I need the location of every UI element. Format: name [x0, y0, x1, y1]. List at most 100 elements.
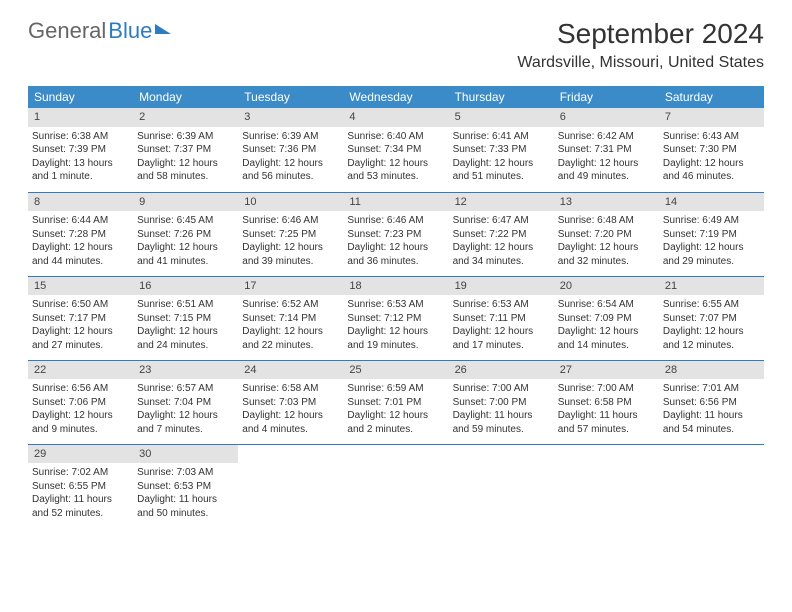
page-title: September 2024: [517, 18, 764, 50]
daylight-text: and 36 minutes.: [347, 255, 444, 269]
calendar-empty-cell: [343, 444, 448, 528]
daylight-text: Daylight: 12 hours: [137, 241, 234, 255]
sunrise-text: Sunrise: 7:00 AM: [558, 382, 655, 396]
sunrise-text: Sunrise: 6:56 AM: [32, 382, 129, 396]
calendar-day-cell: 17Sunrise: 6:52 AMSunset: 7:14 PMDayligh…: [238, 276, 343, 360]
sunset-text: Sunset: 7:30 PM: [663, 143, 760, 157]
calendar-day-cell: 3 Sunrise: 6:39 AMSunset: 7:36 PMDaylight…: [238, 108, 343, 192]
daylight-text: and 44 minutes.: [32, 255, 129, 269]
sunrise-text: Sunrise: 7:03 AM: [137, 466, 234, 480]
day-number: 11: [343, 193, 448, 212]
day-number: 10: [238, 193, 343, 212]
sunset-text: Sunset: 7:39 PM: [32, 143, 129, 157]
sunrise-text: Sunrise: 6:43 AM: [663, 130, 760, 144]
sunrise-text: Sunrise: 6:39 AM: [242, 130, 339, 144]
day-number: 17: [238, 277, 343, 296]
daylight-text: Daylight: 12 hours: [453, 325, 550, 339]
sunset-text: Sunset: 7:04 PM: [137, 396, 234, 410]
sunrise-text: Sunrise: 6:44 AM: [32, 214, 129, 228]
sunset-text: Sunset: 7:25 PM: [242, 228, 339, 242]
sunrise-text: Sunrise: 6:48 AM: [558, 214, 655, 228]
daylight-text: Daylight: 11 hours: [663, 409, 760, 423]
sunrise-text: Sunrise: 6:57 AM: [137, 382, 234, 396]
calendar-empty-cell: [238, 444, 343, 528]
day-number: 28: [659, 361, 764, 380]
sunrise-text: Sunrise: 6:53 AM: [453, 298, 550, 312]
daylight-text: and 46 minutes.: [663, 170, 760, 184]
daylight-text: and 27 minutes.: [32, 339, 129, 353]
calendar-week-row: 22Sunrise: 6:56 AMSunset: 7:06 PMDayligh…: [28, 360, 764, 444]
daylight-text: Daylight: 12 hours: [137, 409, 234, 423]
daylight-text: Daylight: 12 hours: [558, 325, 655, 339]
sunrise-text: Sunrise: 6:58 AM: [242, 382, 339, 396]
weekday-header: Tuesday: [238, 86, 343, 108]
calendar-day-cell: 30Sunrise: 7:03 AMSunset: 6:53 PMDayligh…: [133, 444, 238, 528]
daylight-text: Daylight: 12 hours: [663, 157, 760, 171]
sunset-text: Sunset: 7:34 PM: [347, 143, 444, 157]
daylight-text: and 50 minutes.: [137, 507, 234, 521]
daylight-text: Daylight: 12 hours: [347, 409, 444, 423]
calendar-day-cell: 15Sunrise: 6:50 AMSunset: 7:17 PMDayligh…: [28, 276, 133, 360]
calendar-day-cell: 23Sunrise: 6:57 AMSunset: 7:04 PMDayligh…: [133, 360, 238, 444]
daylight-text: and 56 minutes.: [242, 170, 339, 184]
sunset-text: Sunset: 7:23 PM: [347, 228, 444, 242]
sunset-text: Sunset: 7:36 PM: [242, 143, 339, 157]
sunset-text: Sunset: 6:55 PM: [32, 480, 129, 494]
daylight-text: and 17 minutes.: [453, 339, 550, 353]
calendar-day-cell: 18Sunrise: 6:53 AMSunset: 7:12 PMDayligh…: [343, 276, 448, 360]
daylight-text: Daylight: 12 hours: [242, 409, 339, 423]
weekday-header: Monday: [133, 86, 238, 108]
calendar-day-cell: 22Sunrise: 6:56 AMSunset: 7:06 PMDayligh…: [28, 360, 133, 444]
daylight-text: Daylight: 12 hours: [32, 241, 129, 255]
calendar-day-cell: 24Sunrise: 6:58 AMSunset: 7:03 PMDayligh…: [238, 360, 343, 444]
calendar-day-cell: 20Sunrise: 6:54 AMSunset: 7:09 PMDayligh…: [554, 276, 659, 360]
daylight-text: Daylight: 12 hours: [558, 157, 655, 171]
daylight-text: and 34 minutes.: [453, 255, 550, 269]
daylight-text: Daylight: 12 hours: [453, 157, 550, 171]
calendar-day-cell: 26Sunrise: 7:00 AMSunset: 7:00 PMDayligh…: [449, 360, 554, 444]
day-number: 3: [238, 108, 343, 127]
calendar-day-cell: 9Sunrise: 6:45 AMSunset: 7:26 PMDaylight…: [133, 192, 238, 276]
sunset-text: Sunset: 7:31 PM: [558, 143, 655, 157]
day-number: 12: [449, 193, 554, 212]
daylight-text: and 4 minutes.: [242, 423, 339, 437]
weekday-header: Sunday: [28, 86, 133, 108]
sunset-text: Sunset: 7:03 PM: [242, 396, 339, 410]
sunrise-text: Sunrise: 7:02 AM: [32, 466, 129, 480]
sunset-text: Sunset: 7:09 PM: [558, 312, 655, 326]
daylight-text: and 7 minutes.: [137, 423, 234, 437]
day-number: 27: [554, 361, 659, 380]
calendar-week-row: 29Sunrise: 7:02 AMSunset: 6:55 PMDayligh…: [28, 444, 764, 528]
daylight-text: Daylight: 12 hours: [663, 241, 760, 255]
sunset-text: Sunset: 7:01 PM: [347, 396, 444, 410]
day-number: 4: [343, 108, 448, 127]
calendar-week-row: 15Sunrise: 6:50 AMSunset: 7:17 PMDayligh…: [28, 276, 764, 360]
sunrise-text: Sunrise: 7:00 AM: [453, 382, 550, 396]
sunset-text: Sunset: 7:15 PM: [137, 312, 234, 326]
sunrise-text: Sunrise: 6:46 AM: [242, 214, 339, 228]
sunset-text: Sunset: 7:28 PM: [32, 228, 129, 242]
calendar-day-cell: 7Sunrise: 6:43 AMSunset: 7:30 PMDaylight…: [659, 108, 764, 192]
weekday-header: Wednesday: [343, 86, 448, 108]
daylight-text: and 9 minutes.: [32, 423, 129, 437]
sunset-text: Sunset: 7:12 PM: [347, 312, 444, 326]
sunrise-text: Sunrise: 6:53 AM: [347, 298, 444, 312]
calendar-day-cell: 5Sunrise: 6:41 AMSunset: 7:33 PMDaylight…: [449, 108, 554, 192]
daylight-text: and 49 minutes.: [558, 170, 655, 184]
calendar-day-cell: 11Sunrise: 6:46 AMSunset: 7:23 PMDayligh…: [343, 192, 448, 276]
daylight-text: Daylight: 12 hours: [347, 157, 444, 171]
calendar-week-row: 1Sunrise: 6:38 AMSunset: 7:39 PMDaylight…: [28, 108, 764, 192]
day-number: 15: [28, 277, 133, 296]
day-number: 22: [28, 361, 133, 380]
title-block: September 2024 Wardsville, Missouri, Uni…: [517, 18, 764, 72]
daylight-text: Daylight: 12 hours: [242, 157, 339, 171]
daylight-text: and 58 minutes.: [137, 170, 234, 184]
daylight-text: and 32 minutes.: [558, 255, 655, 269]
day-number: 8: [28, 193, 133, 212]
day-number: 21: [659, 277, 764, 296]
daylight-text: and 2 minutes.: [347, 423, 444, 437]
sunset-text: Sunset: 6:56 PM: [663, 396, 760, 410]
daylight-text: and 51 minutes.: [453, 170, 550, 184]
daylight-text: Daylight: 11 hours: [453, 409, 550, 423]
sunrise-text: Sunrise: 6:46 AM: [347, 214, 444, 228]
